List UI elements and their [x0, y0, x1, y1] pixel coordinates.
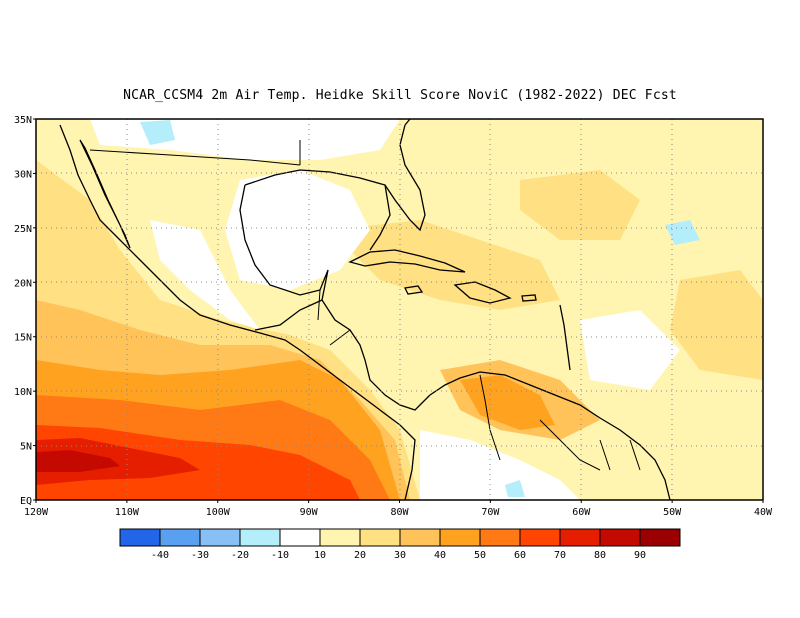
field-level-neg10-spot: [665, 220, 700, 245]
lat-tick-label: 30N: [14, 169, 32, 180]
coastline-baja: [79, 139, 131, 249]
colorbar-swatch: [359, 528, 401, 547]
field-level-30-caribbean: [330, 220, 560, 310]
coastline-cuba: [348, 249, 466, 273]
colorbar-swatch: [559, 528, 601, 547]
lon-tick-label: 100W: [206, 507, 231, 518]
colorbar-label: 50: [474, 550, 486, 561]
coastlines: [59, 119, 671, 500]
lon-tick-label: 60W: [572, 507, 591, 518]
lat-tick-label: 35N: [14, 115, 32, 126]
coastline-florida: [384, 124, 426, 232]
field-level-90-pacific: [36, 450, 120, 472]
lon-tick-label: 80W: [390, 507, 409, 518]
field-level-10-amazon: [420, 430, 580, 500]
axis-ticks: [33, 118, 764, 503]
coastline-north-america-pacific: [59, 124, 416, 500]
colorbar-swatch: [519, 528, 561, 547]
field-level-10-central-atlantic: [580, 310, 680, 390]
colorbar-label: -30: [191, 550, 209, 561]
lon-tick-label: 120W: [24, 507, 49, 518]
latitude-tick-labels: 35N 30N 25N 20N 15N 10N 5N EQ: [14, 115, 32, 507]
colorbar-swatch: [639, 528, 681, 547]
coastline-puerto-rico: [521, 294, 537, 302]
colorbar-swatch: [119, 528, 161, 547]
lat-tick-label: 5N: [20, 442, 32, 453]
field-level-neg10-spot: [140, 120, 175, 145]
field-level-50-southamerica: [460, 375, 555, 430]
colorbar-swatch: [399, 528, 441, 547]
lon-tick-label: 110W: [115, 507, 140, 518]
colorbar-swatch: [479, 528, 521, 547]
gridlines: [36, 119, 763, 500]
field-level-neg10-spot: [505, 480, 525, 497]
coastline-south-america: [429, 371, 671, 500]
colorbar-swatch: [279, 528, 321, 547]
colorbar-swatch: [319, 528, 361, 547]
lat-tick-label: 20N: [14, 278, 32, 289]
field-level-80-pacific: [36, 438, 200, 485]
colorbar-label: 40: [434, 550, 446, 561]
field-level-30-atlantic: [670, 270, 763, 380]
colorbar-label: -10: [271, 550, 289, 561]
colorbar-swatch: [439, 528, 481, 547]
colorbar-label: -20: [231, 550, 249, 561]
lat-tick-label: 15N: [14, 333, 32, 344]
field-level-70-pacific: [36, 425, 360, 500]
lon-tick-label: 90W: [300, 507, 319, 518]
lon-tick-label: 40W: [754, 507, 773, 518]
colorbar-swatch: [159, 528, 201, 547]
map-title: NCAR_CCSM4 2m Air Temp. Heidke Skill Sco…: [123, 88, 677, 103]
colorbar-label: 10: [314, 550, 326, 561]
colorbar-label: 80: [594, 550, 606, 561]
coastline-central-america-caribbean: [321, 299, 431, 411]
lat-tick-label: EQ: [20, 496, 32, 507]
colorbar-label: 70: [554, 550, 566, 561]
colorbar-swatch: [199, 528, 241, 547]
coastline-hispaniola: [453, 281, 512, 304]
colorbar-swatch: [599, 528, 641, 547]
lon-tick-label: 70W: [481, 507, 500, 518]
colorbar-label: 30: [394, 550, 406, 561]
colorbar: [119, 528, 681, 547]
colorbar-labels: -40 -30 -20 -10 10 20 30 40 50 60 70 80 90: [151, 550, 646, 561]
colorbar-swatch: [239, 528, 281, 547]
lat-tick-label: 10N: [14, 387, 32, 398]
colorbar-label: 60: [514, 550, 526, 561]
longitude-tick-labels: 120W 110W 100W 90W 80W 70W 60W 50W 40W: [24, 507, 773, 518]
coastline-jamaica: [404, 285, 424, 295]
colorbar-label: 90: [634, 550, 646, 561]
coastline-us-east: [404, 119, 411, 126]
field-level-10-mexico: [150, 220, 260, 330]
colorbar-label: -40: [151, 550, 169, 561]
lat-tick-label: 25N: [14, 224, 32, 235]
lon-tick-label: 50W: [663, 507, 682, 518]
colorbar-label: 20: [354, 550, 366, 561]
country-borders: [89, 140, 641, 471]
coastline-lesser-antilles: [559, 304, 571, 371]
field-level-10-gulf: [225, 170, 370, 290]
coastline-gulf: [239, 169, 391, 331]
field-level-30-atlantic-north: [520, 170, 640, 240]
